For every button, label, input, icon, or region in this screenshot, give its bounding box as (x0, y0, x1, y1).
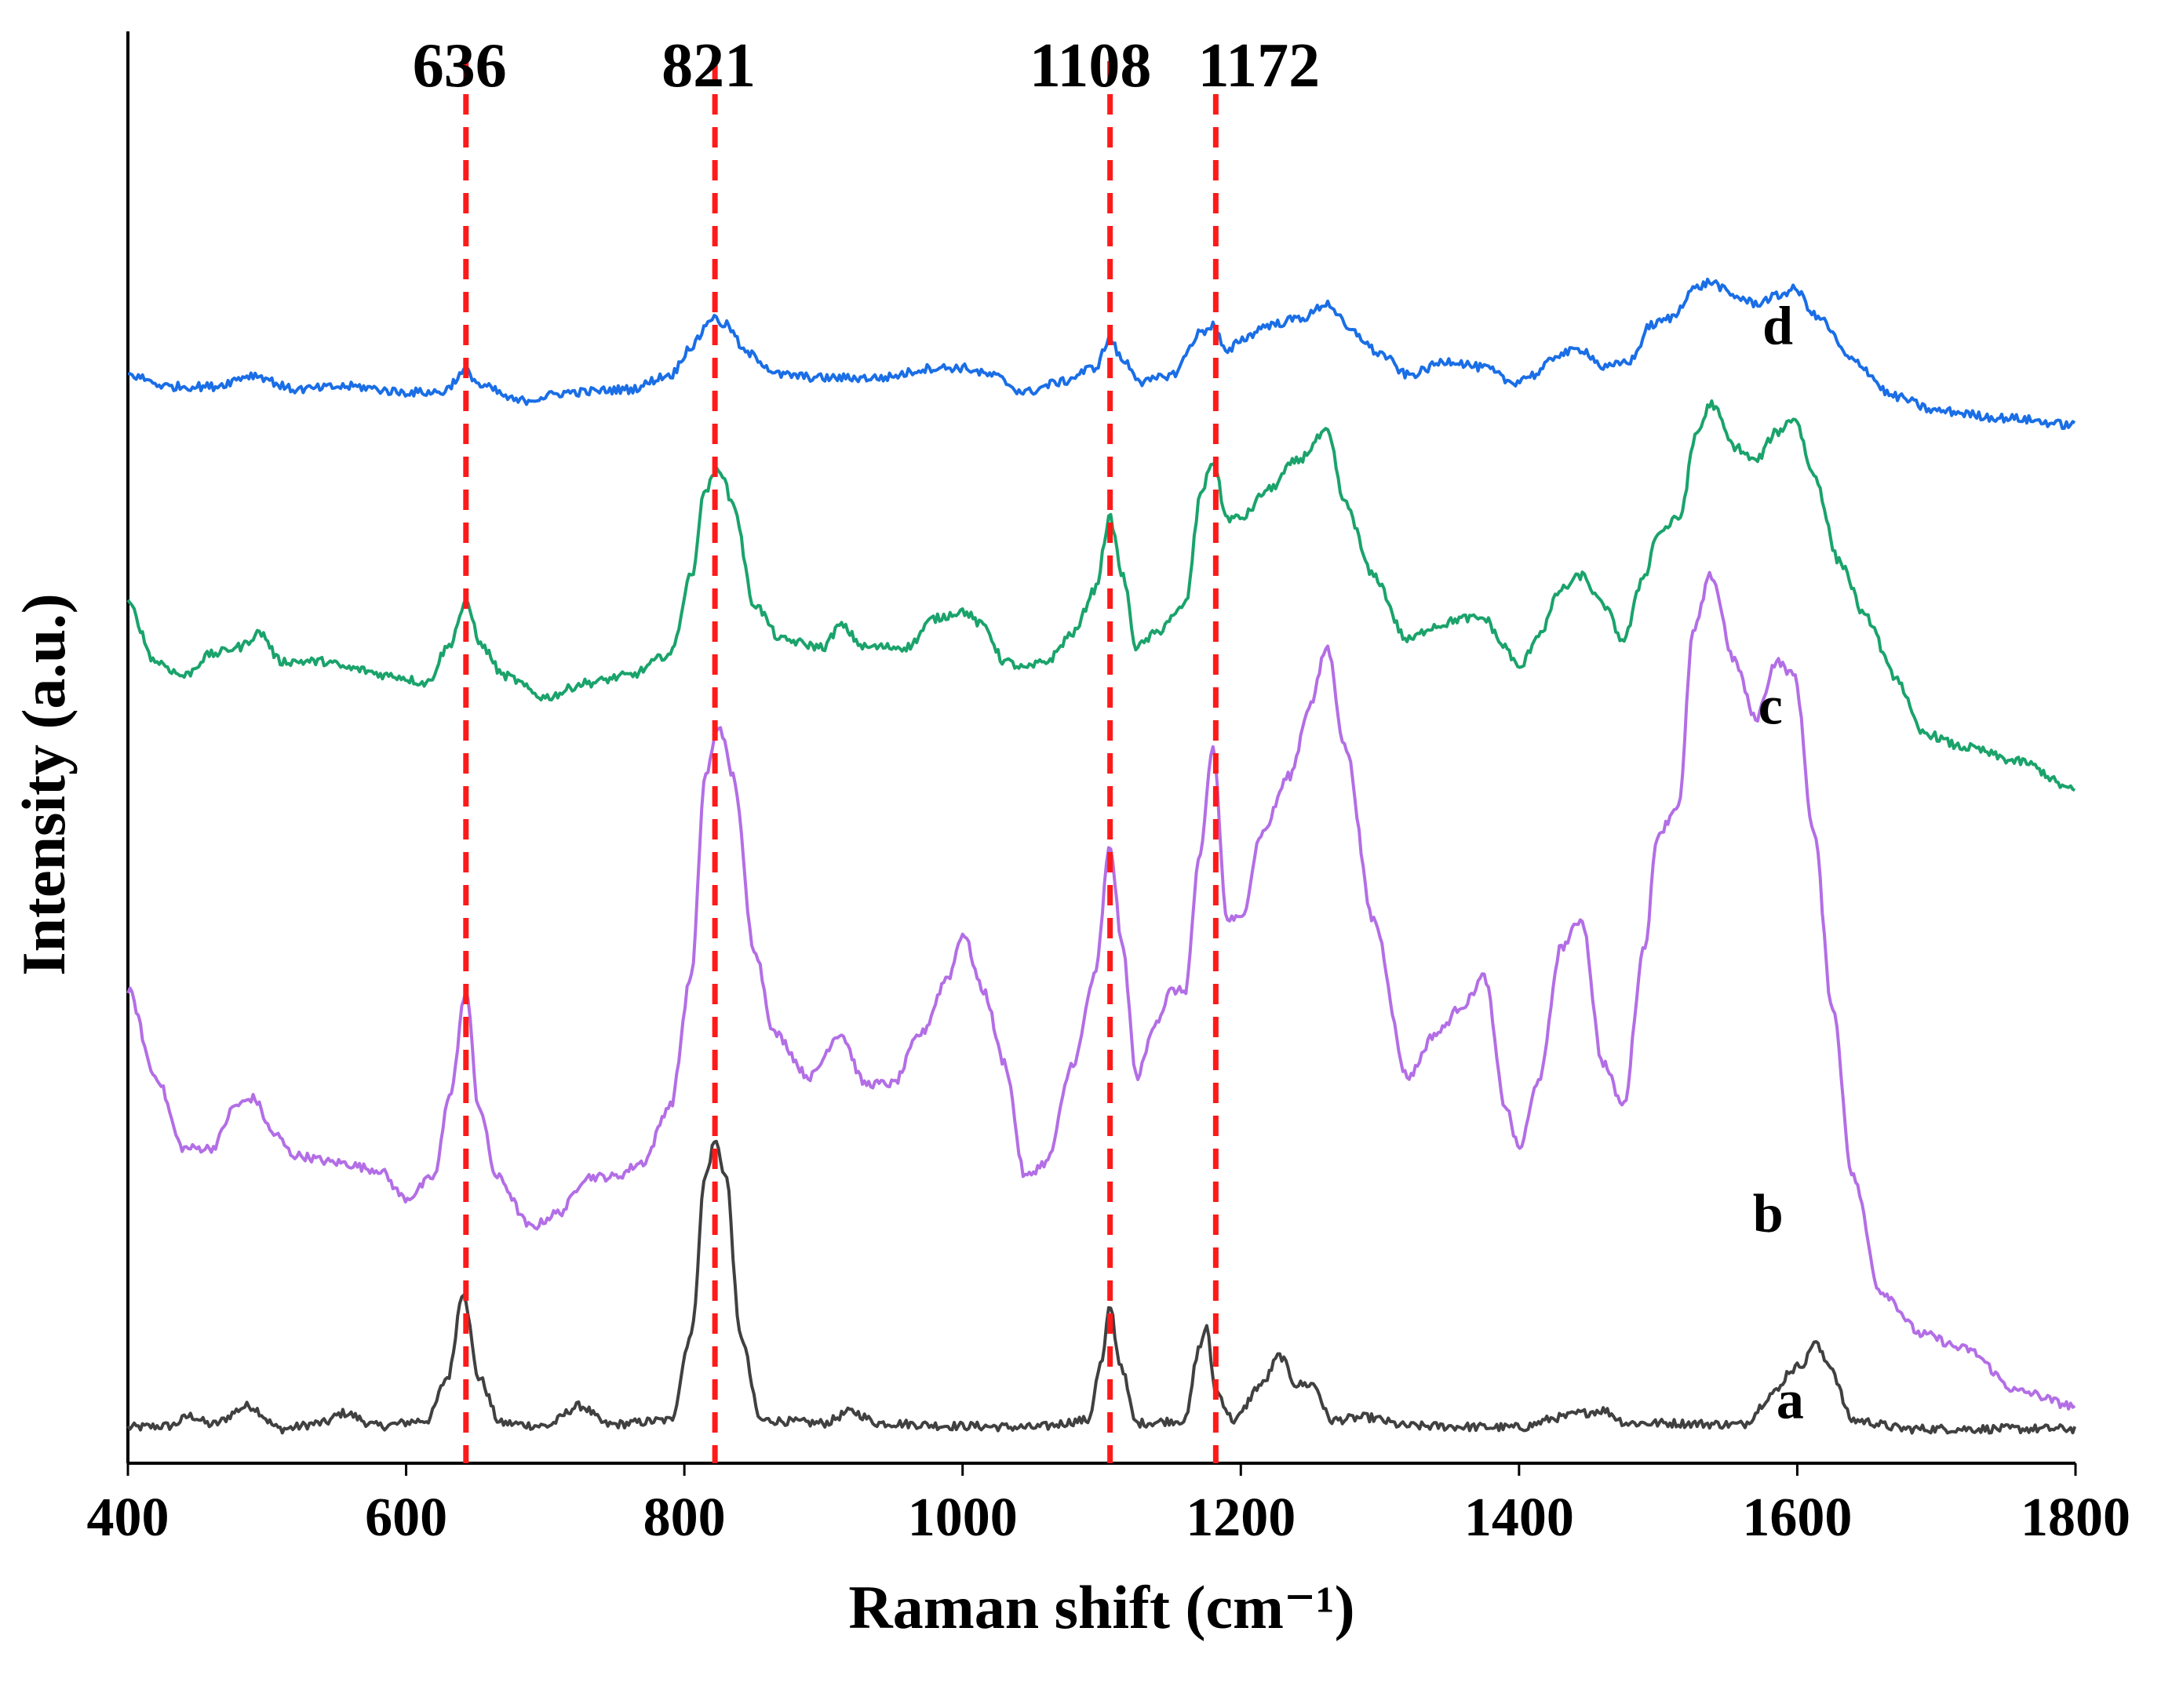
peak-marker-label: 636 (413, 31, 507, 100)
x-tick-label: 1400 (1464, 1488, 1574, 1548)
series-line-b (126, 570, 2076, 1411)
x-axis-ticks: 400 600 800 1000 1200 1400 1600 1800 (87, 1463, 2130, 1548)
series-label-b: b (1753, 1184, 1784, 1244)
x-tick-label: 1000 (908, 1488, 1018, 1548)
peak-marker-label: 1108 (1030, 31, 1152, 100)
series-label-d: d (1762, 297, 1793, 357)
series-label-a: a (1777, 1370, 1804, 1430)
x-tick-label: 1200 (1186, 1488, 1296, 1548)
x-tick-label: 1600 (1742, 1488, 1852, 1548)
spectra-series: a b c d (126, 277, 2076, 1435)
x-axis-title: Raman shift (cm⁻¹) (848, 1573, 1354, 1641)
x-tick-label: 800 (643, 1488, 726, 1548)
peak-markers: 636 821 1108 1172 (413, 31, 1320, 1463)
series-line-a (126, 1139, 2076, 1435)
peak-marker-label: 1172 (1198, 31, 1321, 100)
series-label-c: c (1758, 676, 1783, 736)
x-tick-label: 400 (87, 1488, 169, 1548)
series-line-d (127, 277, 2076, 430)
series-line-c (126, 399, 2076, 792)
x-tick-label: 600 (365, 1488, 447, 1548)
x-tick-label: 1800 (2021, 1488, 2130, 1548)
y-axis-title: Intensity (a.u.) (9, 593, 78, 976)
peak-marker-label: 821 (661, 31, 756, 100)
